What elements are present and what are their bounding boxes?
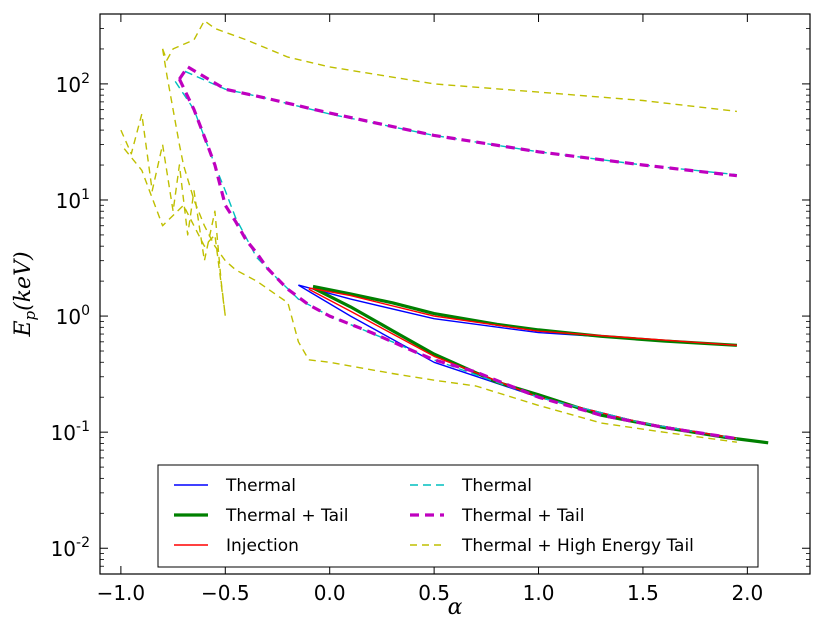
x-tick-label: −0.5 [201, 581, 250, 605]
y-tick-label: 102 [56, 71, 90, 97]
y-tick-label-base: 10 [56, 189, 81, 213]
series-2-line-0 [308, 287, 737, 346]
series-3-line-0 [178, 69, 737, 176]
legend-label: Thermal + Tail [225, 506, 349, 526]
y-tick-label-exp: 2 [81, 71, 90, 87]
y-tick-label: 10-1 [51, 419, 90, 445]
x-tick-label: −1.0 [97, 581, 146, 605]
y-axis-label-base: E [11, 320, 36, 337]
legend: Thermal Thermal Thermal + Tail Thermal + Ta… [157, 464, 759, 568]
series-5-line-2 [120, 113, 227, 317]
series-4-line-0 [178, 65, 738, 178]
y-tick-label-exp: 1 [81, 187, 90, 203]
y-axis-label-rest: (keV) [11, 251, 36, 310]
y-tick-label-exp: -2 [76, 535, 90, 551]
y-tick-label-base: 10 [51, 537, 76, 561]
series-layer [120, 20, 769, 445]
y-tick-label: 101 [56, 187, 90, 213]
y-tick-label-base: 10 [56, 73, 81, 97]
x-tick-label: 0.0 [314, 581, 346, 605]
legend-label: Thermal + Tail [461, 506, 585, 526]
x-tick-label: 0.5 [418, 581, 450, 605]
series-1-line-0 [312, 284, 737, 347]
series-5-line-0 [161, 20, 737, 113]
x-axis-label: α [448, 595, 463, 620]
y-axis-label-sub: p [21, 310, 39, 320]
y-tick-label: 100 [56, 303, 90, 329]
x-tick-label: 2.0 [731, 581, 763, 605]
legend-box [157, 464, 759, 568]
legend-label: Injection [226, 536, 299, 556]
series-4-line-1 [177, 78, 738, 441]
y-tick-label-exp: 0 [81, 303, 90, 319]
x-tick-label: 1.0 [523, 581, 555, 605]
y-tick-label-base: 10 [51, 421, 76, 445]
y-tick-label-base: 10 [56, 305, 81, 329]
legend-label: Thermal [225, 476, 296, 496]
y-axis-label: Ep(keV) [11, 251, 39, 337]
plot-frame [99, 13, 811, 575]
x-tick-label: 1.5 [627, 581, 659, 605]
legend-label: Thermal + High Energy Tail [461, 536, 694, 556]
y-tick-label: 10-2 [51, 535, 90, 561]
y-tick-label-exp: -1 [76, 419, 90, 435]
legend-label: Thermal [461, 476, 532, 496]
series-5-line-1 [161, 48, 737, 443]
